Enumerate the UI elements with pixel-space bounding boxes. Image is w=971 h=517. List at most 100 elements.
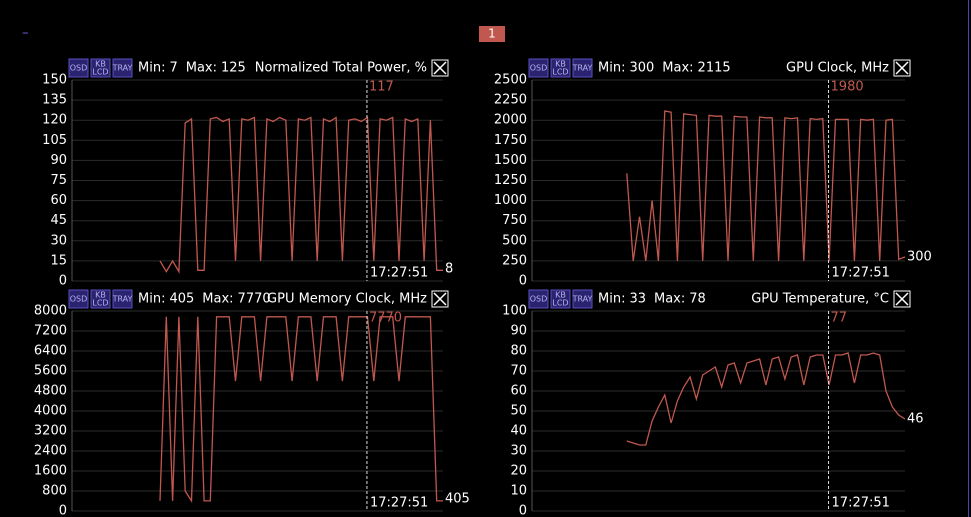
y-tick-label: 7200 <box>34 324 67 339</box>
close-x[interactable] <box>895 61 909 75</box>
data-line <box>159 116 443 274</box>
y-tick-label: 4800 <box>34 384 67 399</box>
current-value: 300 <box>907 249 932 264</box>
tab-button[interactable] <box>479 26 505 42</box>
icon-button[interactable] <box>68 289 89 309</box>
tab-label[interactable]: 1 <box>488 27 496 41</box>
icon-label[interactable]: TRAY <box>572 64 593 73</box>
y-tick-label: 135 <box>42 93 67 108</box>
icon-button[interactable] <box>68 58 89 78</box>
min-label: Min: <box>138 61 165 76</box>
icon-button[interactable] <box>112 58 133 78</box>
y-tick-label: 2250 <box>494 93 527 108</box>
icon-label[interactable]: OSD <box>530 64 548 73</box>
icon-label[interactable]: KB <box>95 60 106 69</box>
icon-button[interactable] <box>550 289 571 309</box>
chart-title: GPU Memory Clock, MHz <box>267 292 427 307</box>
y-tick-label: 1750 <box>494 133 527 148</box>
icon-button[interactable] <box>112 289 133 309</box>
close-x[interactable] <box>895 292 909 306</box>
y-tick-label: 5600 <box>34 364 67 379</box>
data-line <box>626 110 906 261</box>
data-line <box>626 352 906 446</box>
y-tick-label: 50 <box>510 404 527 419</box>
icon-label[interactable]: LCD <box>552 68 568 77</box>
y-tick-label: 2400 <box>34 444 67 459</box>
y-tick-label: 6400 <box>34 344 67 359</box>
max-value: 2115 <box>698 61 731 76</box>
y-tick-label: 90 <box>50 153 67 168</box>
icon-label[interactable]: TRAY <box>112 295 133 304</box>
y-tick-label: 1250 <box>494 173 527 188</box>
y-tick-label: 0 <box>59 504 67 517</box>
icon-label[interactable]: OSD <box>70 295 88 304</box>
icon-label[interactable]: LCD <box>92 68 108 77</box>
y-tick-label: 15 <box>50 253 67 268</box>
max-value: 7770 <box>238 292 271 307</box>
icon-label[interactable]: LCD <box>552 299 568 308</box>
icon-button[interactable] <box>550 58 571 78</box>
y-tick-label: 800 <box>42 484 67 499</box>
icon-label[interactable]: LCD <box>92 299 108 308</box>
icon-label[interactable]: TRAY <box>112 64 133 73</box>
icon-label[interactable]: KB <box>555 60 566 69</box>
cursor-value: 117 <box>369 80 394 95</box>
min-value: 33 <box>629 292 646 307</box>
cursor-time: 17:27:51 <box>370 266 428 281</box>
cursor-time: 17:27:51 <box>832 496 890 511</box>
y-tick-label: 250 <box>502 253 527 268</box>
y-tick-label: 0 <box>519 274 527 289</box>
chart-title: Normalized Total Power, % <box>255 61 427 76</box>
icon-label[interactable]: OSD <box>530 295 548 304</box>
menu-dash[interactable]: – <box>22 26 29 41</box>
y-tick-label: 105 <box>42 133 67 148</box>
y-tick-label: 75 <box>50 173 67 188</box>
y-tick-label: 60 <box>510 384 527 399</box>
icon-label[interactable]: TRAY <box>572 295 593 304</box>
y-tick-label: 80 <box>510 344 527 359</box>
max-label: Max: <box>186 61 217 76</box>
max-value: 78 <box>689 292 706 307</box>
y-tick-label: 8000 <box>34 304 67 319</box>
y-tick-label: 500 <box>502 233 527 248</box>
icon-button[interactable] <box>90 58 111 78</box>
y-tick-label: 60 <box>50 193 67 208</box>
icon-label[interactable]: KB <box>95 291 106 300</box>
icon-label[interactable]: KB <box>555 291 566 300</box>
y-tick-label: 90 <box>510 324 527 339</box>
y-tick-label: 1600 <box>34 464 67 479</box>
y-tick-label: 4000 <box>34 404 67 419</box>
cursor-value: 1980 <box>831 80 864 95</box>
max-label: Max: <box>662 61 693 76</box>
cursor-time: 17:27:51 <box>370 496 428 511</box>
y-tick-label: 100 <box>502 304 527 319</box>
icon-label[interactable]: OSD <box>70 64 88 73</box>
data-line <box>159 316 443 504</box>
y-tick-label: 2500 <box>494 73 527 88</box>
icon-button[interactable] <box>90 289 111 309</box>
y-tick-label: 0 <box>519 504 527 517</box>
icon-button[interactable] <box>528 58 549 78</box>
close-x[interactable] <box>433 292 447 306</box>
close-x[interactable] <box>433 61 447 75</box>
icon-button[interactable] <box>572 58 593 78</box>
chart-title: GPU Clock, MHz <box>786 61 889 76</box>
max-label: Max: <box>654 292 685 307</box>
max-value: 125 <box>221 61 246 76</box>
icon-button[interactable] <box>572 289 593 309</box>
y-tick-label: 750 <box>502 213 527 228</box>
y-tick-label: 30 <box>50 233 67 248</box>
y-tick-label: 3200 <box>34 424 67 439</box>
y-tick-label: 1500 <box>494 153 527 168</box>
y-tick-label: 10 <box>510 484 527 499</box>
min-value: 7 <box>169 61 177 76</box>
icon-button[interactable] <box>528 289 549 309</box>
cursor-time: 17:27:51 <box>832 266 890 281</box>
max-label: Max: <box>202 292 233 307</box>
min-value: 405 <box>169 292 194 307</box>
y-tick-label: 2000 <box>494 113 527 128</box>
y-tick-label: 70 <box>510 364 527 379</box>
